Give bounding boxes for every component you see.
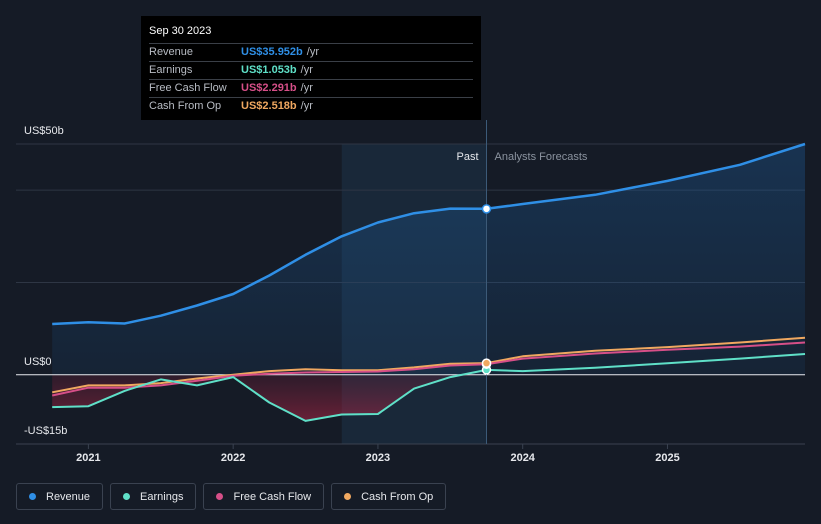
y-axis-label: US$0: [24, 356, 52, 368]
legend-label: Earnings: [140, 490, 184, 503]
x-tick-label: 2021: [76, 452, 100, 464]
forecast-label: Analysts Forecasts: [495, 151, 588, 163]
series-line-earnings: [52, 353, 806, 422]
chart-legend: Revenue Earnings Free Cash Flow Cash Fro…: [16, 483, 447, 510]
series-line-revenue: [52, 142, 806, 326]
legend-item-cash-from-op[interactable]: Cash From Op: [331, 483, 447, 510]
data-tooltip: Sep 30 2023 Revenue US$35.952b /yr Earni…: [141, 16, 481, 120]
past-label: Past: [456, 151, 478, 163]
data-point-marker: [481, 204, 492, 214]
x-tick-label: 2023: [366, 452, 390, 464]
tooltip-value: US$2.518b: [241, 100, 297, 112]
x-tick-label: 2022: [221, 452, 245, 464]
legend-item-free-cash-flow[interactable]: Free Cash Flow: [203, 483, 325, 510]
tooltip-unit: /yr: [300, 64, 313, 76]
legend-dot-icon: [123, 493, 131, 500]
series-line-cash-from-op: [52, 336, 806, 394]
tooltip-unit: /yr: [306, 46, 319, 58]
tooltip-value: US$2.291b: [241, 82, 297, 94]
tooltip-row-cash-from-op: Cash From Op US$2.518b /yr: [149, 97, 473, 115]
tooltip-label: Free Cash Flow: [149, 82, 227, 94]
legend-label: Cash From Op: [361, 490, 434, 503]
legend-label: Free Cash Flow: [233, 490, 312, 503]
tooltip-value: US$1.053b: [241, 64, 297, 76]
y-axis-label: -US$15b: [24, 425, 67, 437]
earnings-negative-area: [52, 374, 805, 421]
tooltip-label: Cash From Op: [149, 100, 222, 112]
legend-item-revenue[interactable]: Revenue: [16, 483, 104, 510]
tooltip-value: US$35.952b: [241, 46, 303, 58]
revenue-area: [52, 144, 805, 375]
tooltip-unit: /yr: [300, 100, 313, 112]
tooltip-row-revenue: Revenue US$35.952b /yr: [149, 43, 473, 61]
tooltip-unit: /yr: [300, 82, 313, 94]
tooltip-date: Sep 30 2023: [149, 25, 212, 37]
series-line-free-cash-flow: [51, 341, 806, 397]
y-axis-label: US$50b: [24, 125, 64, 137]
legend-label: Revenue: [46, 490, 91, 503]
legend-dot-icon: [344, 493, 352, 500]
tooltip-row-earnings: Earnings US$1.053b /yr: [149, 61, 473, 79]
legend-dot-icon: [216, 493, 224, 500]
x-tick-label: 2025: [655, 452, 679, 464]
tooltip-label: Revenue: [149, 46, 194, 58]
legend-dot-icon: [29, 493, 36, 500]
data-point-marker: [481, 358, 492, 368]
legend-item-earnings[interactable]: Earnings: [110, 483, 197, 510]
tooltip-row-free-cash-flow: Free Cash Flow US$2.291b /yr: [149, 79, 473, 97]
x-tick-label: 2024: [510, 452, 535, 464]
tooltip-label: Earnings: [149, 64, 193, 76]
